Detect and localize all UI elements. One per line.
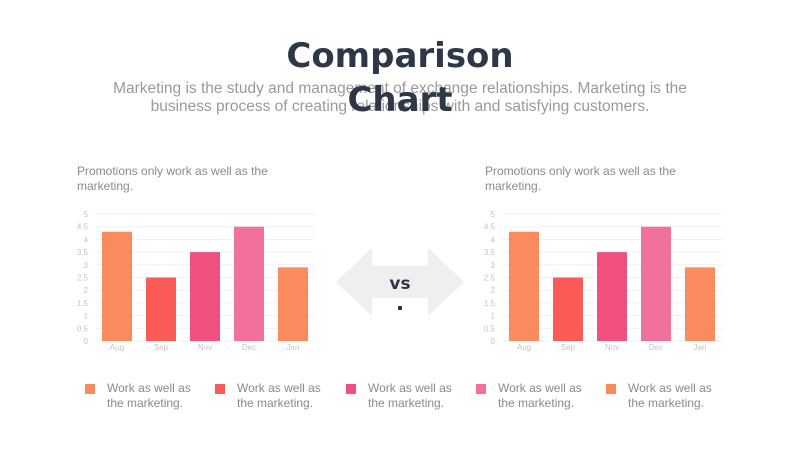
y-tick-label: 2.5 <box>484 274 496 283</box>
legend-swatch <box>215 384 225 394</box>
double-arrow-icon <box>336 248 464 316</box>
legend-label: Work as well as the marketing. <box>368 381 452 410</box>
y-tick-label: 4.5 <box>484 223 496 232</box>
x-tick-label: Aug <box>110 343 124 352</box>
legend-label: Work as well as the marketing. <box>628 381 712 410</box>
y-tick-label: 2 <box>491 286 496 295</box>
title-line-2: Chart <box>347 80 453 120</box>
right-chart-description: Promotions only work as well as the mark… <box>485 164 676 193</box>
x-tick-label: Nov <box>198 343 212 352</box>
legend-swatch <box>606 384 616 394</box>
title-line-1: Comparison <box>286 36 514 76</box>
bar-aug <box>102 231 132 341</box>
bar-jan <box>685 267 715 341</box>
bar-aug <box>509 231 539 341</box>
x-tick-label: Jan <box>287 343 300 352</box>
y-tick-label: 1.5 <box>77 299 89 308</box>
x-tick-label: Sep <box>561 343 576 352</box>
x-tick-label: Dec <box>242 343 256 352</box>
y-tick-label: 4 <box>84 235 89 244</box>
vs-label: vs <box>389 274 411 294</box>
page-title: Comparison Chart <box>0 34 800 120</box>
right-bar-chart: 0 0.5 1 1.5 2 2.5 3 3.5 4 4.5 5 Aug Sep Nov Dec Jan <box>484 210 722 352</box>
bar-nov <box>190 252 220 341</box>
left-bar-chart: 0 0.5 1 1.5 2 2.5 3 3.5 4 4.5 5 Aug Sep Nov Dec Jan <box>77 210 315 352</box>
bar-jan <box>278 267 308 341</box>
y-tick-label: 0.5 <box>77 324 89 333</box>
legend-label: Work as well as the marketing. <box>237 381 321 410</box>
y-tick-label: 4 <box>491 235 496 244</box>
legend-swatch <box>476 384 486 394</box>
legend-label: Work as well as the marketing. <box>498 381 582 410</box>
left-chart-description: Promotions only work as well as the mark… <box>77 164 268 193</box>
x-tick-label: Sep <box>154 343 169 352</box>
vs-dot <box>398 306 402 310</box>
y-tick-label: 5 <box>84 210 89 219</box>
legend-label: Work as well as the marketing. <box>107 381 191 410</box>
y-tick-label: 0.5 <box>484 324 496 333</box>
y-tick-label: 0 <box>84 337 89 346</box>
legend-swatch <box>346 384 356 394</box>
y-tick-label: 1.5 <box>484 299 496 308</box>
bar-dec <box>641 226 671 341</box>
bar-sep <box>553 277 583 341</box>
y-tick-label: 3 <box>84 261 89 270</box>
y-tick-label: 1 <box>84 312 89 321</box>
x-tick-label: Dec <box>649 343 663 352</box>
x-tick-label: Nov <box>605 343 619 352</box>
y-tick-label: 2.5 <box>77 274 89 283</box>
bar-sep <box>146 277 176 341</box>
y-tick-label: 5 <box>491 210 496 219</box>
bar-nov <box>597 252 627 341</box>
y-tick-label: 3.5 <box>484 248 496 257</box>
bar-dec <box>234 226 264 341</box>
y-tick-label: 3 <box>491 261 496 270</box>
y-tick-label: 1 <box>491 312 496 321</box>
page-subtitle: Marketing is the study and management of… <box>113 80 687 115</box>
y-tick-label: 4.5 <box>77 223 89 232</box>
versus-arrow: vs <box>336 248 464 316</box>
y-tick-label: 2 <box>84 286 89 295</box>
y-tick-label: 0 <box>491 337 496 346</box>
legend-swatch <box>85 384 95 394</box>
y-tick-label: 3.5 <box>77 248 89 257</box>
x-tick-label: Jan <box>694 343 707 352</box>
x-tick-label: Aug <box>517 343 531 352</box>
